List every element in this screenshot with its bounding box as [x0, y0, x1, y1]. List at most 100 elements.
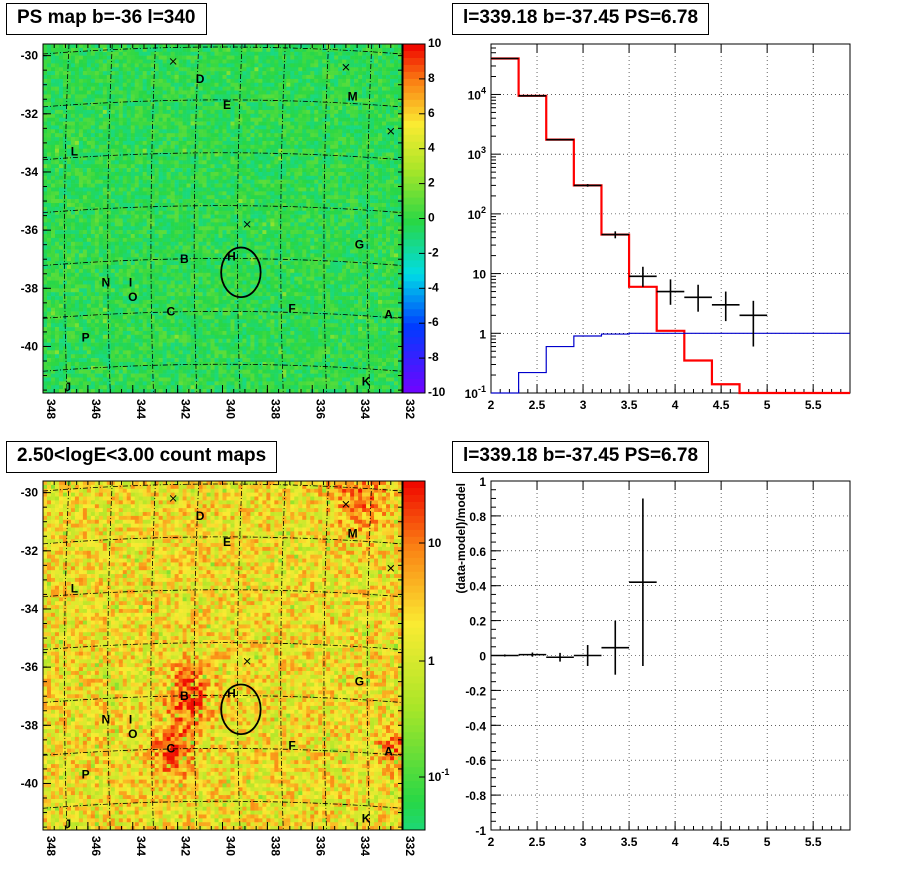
source-label: D — [196, 72, 205, 86]
cross-marker — [243, 220, 251, 228]
map-y-tick: -30 — [21, 486, 39, 500]
residual-y-tick: 0.6 — [469, 545, 486, 559]
map-x-tick: 346 — [89, 836, 103, 856]
data-point — [518, 94, 547, 97]
residual-y-tick: 0.8 — [469, 510, 486, 524]
map-y-tick: -36 — [21, 660, 39, 674]
source-label: P — [82, 331, 90, 345]
map-grid — [42, 43, 403, 394]
data-point — [546, 138, 574, 141]
residual-y-tick: -0.8 — [465, 789, 486, 803]
spectrum-x-tick: 5.5 — [805, 398, 822, 412]
map-y-tick: -34 — [21, 165, 39, 179]
residual-x-tick: 2.5 — [529, 835, 546, 849]
colorbar-tick: 10 — [428, 536, 442, 550]
map-y-tick: -32 — [21, 107, 39, 121]
data-point — [711, 291, 740, 322]
spectrum-y-tick: 103 — [468, 145, 486, 162]
colorbar-tick: 10 — [428, 36, 442, 50]
colorbar-tick: -10 — [428, 385, 446, 399]
colorbar-tick: -6 — [428, 315, 439, 329]
source-label: K — [362, 811, 371, 825]
spectrum-x-tick: 4 — [672, 398, 679, 412]
residual-frame — [490, 480, 851, 831]
source-label: F — [288, 739, 295, 753]
residual-y-tick: 0.4 — [469, 580, 486, 594]
map-y-tick: -32 — [21, 544, 39, 558]
spectrum-frame — [490, 43, 851, 394]
map-y-tick: -36 — [21, 223, 39, 237]
map-y-tick: -40 — [21, 339, 39, 353]
map-x-tick: 340 — [224, 836, 238, 856]
spectrum-x-tick: 3.5 — [621, 398, 638, 412]
cross-marker — [342, 63, 350, 71]
residual-x-tick: 5 — [764, 835, 771, 849]
source-label: H — [227, 249, 236, 263]
residual-y-tick: -1 — [475, 824, 486, 838]
map-grid — [42, 480, 403, 831]
map-y-tick: -40 — [21, 776, 39, 790]
source-label: J — [64, 817, 71, 831]
colorbar-tick: -4 — [428, 280, 439, 294]
data-point — [573, 184, 602, 187]
map-x-tick: 348 — [44, 836, 58, 856]
title-ps-map: PS map b=-36 l=340 — [6, 3, 207, 35]
spectrum-x-tick: 4.5 — [713, 398, 730, 412]
title-residual: l=339.18 b=-37.45 PS=6.78 — [452, 441, 710, 473]
colorbar-tick: 8 — [428, 71, 435, 85]
source-label: F — [288, 302, 295, 316]
map-x-tick: 336 — [313, 399, 327, 419]
source-label: J — [64, 380, 71, 394]
map-x-tick: 340 — [224, 399, 238, 419]
residual-y-tick: 0.2 — [469, 615, 486, 629]
cross-marker — [387, 127, 395, 135]
spectrum-x-tick: 2.5 — [529, 398, 546, 412]
map-y-tick: -34 — [21, 602, 39, 616]
map-x-tick: 342 — [179, 399, 193, 419]
spectrum-panel: 2 2.5 3 3.5 4 4.5 5 5.5 10-1 1 10 102 103 104 — [465, 43, 851, 412]
residual-x-tick: 3.5 — [621, 835, 638, 849]
source-label: C — [167, 305, 176, 319]
colorbar: 10 1 10-1 — [402, 480, 449, 831]
residual-y-label: (data-model)/model — [454, 483, 468, 594]
map-y-tick: -38 — [21, 281, 39, 295]
cross-marker — [169, 495, 177, 502]
residual-x-tick: 5.5 — [805, 835, 822, 849]
residual-x-tick: 2 — [488, 835, 495, 849]
residual-y-tick: 0 — [479, 650, 486, 664]
spectrum-y-tick: 104 — [468, 85, 486, 102]
spectrum-x-tick: 5 — [764, 398, 771, 412]
spectrum-x-tick: 2 — [488, 398, 495, 412]
map-x-tick: 332 — [403, 836, 417, 856]
source-label: C — [167, 742, 176, 756]
title-count-map: 2.50<logE<3.00 count maps — [6, 441, 278, 473]
data-point — [601, 231, 630, 239]
colorbar-tick: -2 — [428, 245, 439, 259]
data-point — [491, 57, 519, 60]
map-x-tick: 344 — [134, 399, 148, 419]
map-x-tick: 344 — [134, 836, 148, 856]
residual-y-tick: -0.4 — [465, 719, 486, 733]
source-label: B — [180, 689, 189, 703]
map-pixels — [43, 481, 403, 831]
spectrum-y-tick: 1 — [479, 327, 486, 341]
colorbar-tick: 10-1 — [428, 767, 449, 784]
residual-point — [573, 645, 602, 666]
source-label: I — [129, 275, 132, 289]
map-x-tick: 342 — [179, 836, 193, 856]
source-label: M — [348, 526, 358, 540]
residual-point — [518, 652, 547, 657]
residual-y-tick: 1 — [479, 475, 486, 489]
spectrum-x-tick: 3 — [580, 398, 587, 412]
source-label: N — [101, 275, 110, 289]
model-total-line — [491, 57, 850, 395]
residual-points — [491, 498, 657, 675]
source-circle — [220, 683, 262, 735]
residual-x-tick: 3 — [580, 835, 587, 849]
residual-y-tick: -0.2 — [465, 684, 486, 698]
colorbar: 10 8 6 4 2 0 -2 -4 -6 -8 -10 — [402, 36, 446, 399]
data-point — [629, 266, 657, 287]
map-x-tick: 334 — [358, 399, 372, 419]
map-x-tick: 332 — [403, 399, 417, 419]
